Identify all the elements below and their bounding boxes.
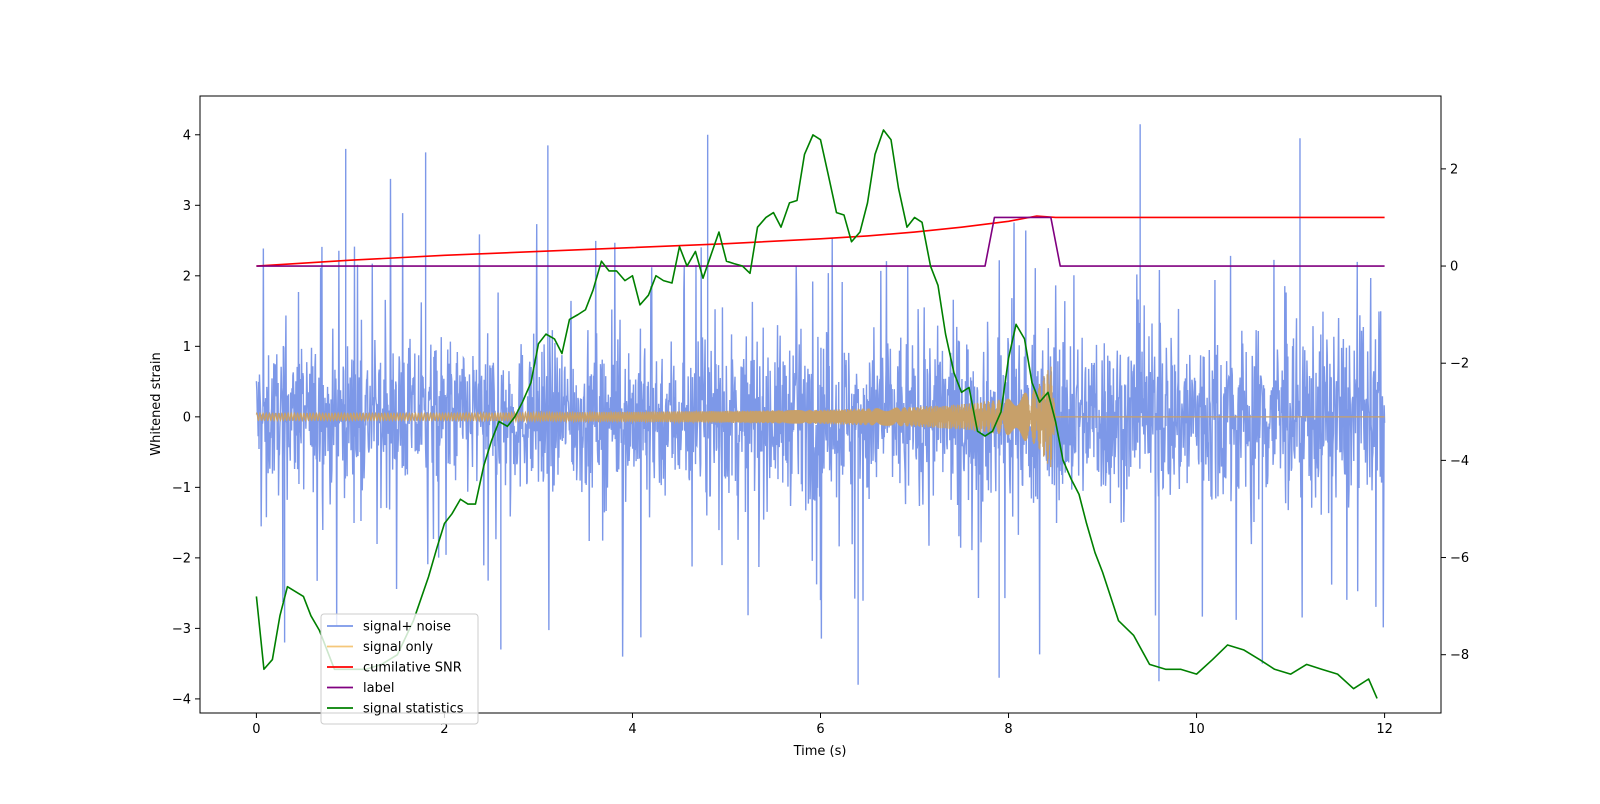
y-tick-label: 4 — [183, 128, 191, 143]
y-axis-left: 4 3 2 1 0 −1 −2 −3 −4 — [172, 128, 200, 707]
legend-label: cumilative SNR — [363, 661, 462, 676]
x-tick-label: 0 — [252, 722, 260, 737]
x-axis-label: Time (s) — [793, 744, 847, 759]
series-layer — [255, 124, 1386, 699]
y2-tick-label: −6 — [1450, 551, 1469, 566]
series-signal-statistics-line — [255, 129, 1378, 699]
legend-label: signal+ noise — [363, 620, 451, 635]
series-signal-only-line — [255, 366, 1385, 468]
x-tick-label: 8 — [1004, 722, 1012, 737]
legend: signal+ noise signal only cumilative SNR la… — [320, 613, 479, 725]
y2-tick-label: −4 — [1450, 454, 1469, 469]
series-signal-noise-line — [255, 124, 1386, 685]
y2-tick-label: 2 — [1450, 162, 1458, 177]
y-tick-label: −2 — [172, 551, 191, 566]
legend-box — [320, 613, 479, 725]
y2-tick-label: 0 — [1450, 260, 1458, 275]
y2-tick-label: −2 — [1450, 357, 1469, 372]
y-axis-right: 2 0 −2 −4 −6 −8 — [1441, 162, 1469, 663]
y-tick-label: −1 — [172, 481, 191, 496]
x-tick-label: 4 — [628, 722, 636, 737]
legend-label: signal statistics — [363, 702, 464, 717]
legend-label: signal only — [363, 640, 433, 655]
x-tick-label: 10 — [1188, 722, 1205, 737]
series-label-line — [256, 216, 1385, 267]
y-tick-label: −4 — [172, 692, 191, 707]
x-tick-label: 6 — [816, 722, 824, 737]
y2-tick-label: −8 — [1450, 648, 1469, 663]
y-tick-label: −3 — [172, 622, 191, 637]
x-tick-label: 12 — [1376, 722, 1393, 737]
y-tick-label: 0 — [183, 410, 191, 425]
x-axis: 0 2 4 6 8 10 12 — [252, 713, 1393, 737]
y-axis-label: Whitened strain — [149, 352, 164, 455]
y-tick-label: 2 — [183, 269, 191, 284]
y-tick-label: 3 — [183, 199, 191, 214]
legend-label: label — [363, 681, 394, 696]
x-tick-label: 2 — [440, 722, 448, 737]
y-tick-label: 1 — [183, 340, 191, 355]
